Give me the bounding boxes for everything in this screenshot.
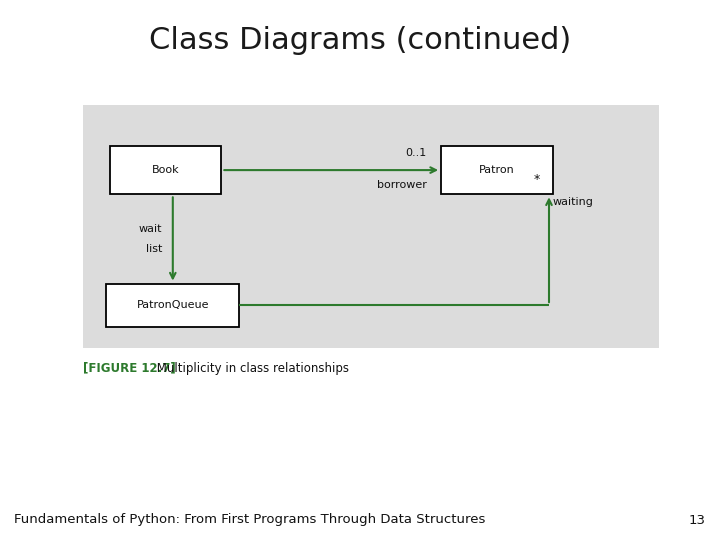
Text: Multiplicity in class relationships: Multiplicity in class relationships — [153, 362, 349, 375]
Text: Patron: Patron — [479, 165, 515, 175]
Text: Book: Book — [152, 165, 179, 175]
Text: PatronQueue: PatronQueue — [137, 300, 209, 310]
Text: waiting: waiting — [553, 197, 593, 207]
Text: 13: 13 — [688, 514, 706, 526]
Text: list: list — [145, 244, 162, 254]
FancyBboxPatch shape — [107, 284, 239, 327]
Text: wait: wait — [138, 224, 162, 234]
Text: Fundamentals of Python: From First Programs Through Data Structures: Fundamentals of Python: From First Progr… — [14, 514, 486, 526]
FancyBboxPatch shape — [83, 105, 659, 348]
Text: borrower: borrower — [377, 180, 426, 190]
FancyBboxPatch shape — [441, 146, 553, 194]
Text: *: * — [534, 173, 540, 186]
FancyBboxPatch shape — [110, 146, 222, 194]
Text: 0..1: 0..1 — [405, 148, 426, 158]
Text: [FIGURE 12.7]: [FIGURE 12.7] — [83, 362, 176, 375]
Text: Class Diagrams (continued): Class Diagrams (continued) — [149, 26, 571, 55]
